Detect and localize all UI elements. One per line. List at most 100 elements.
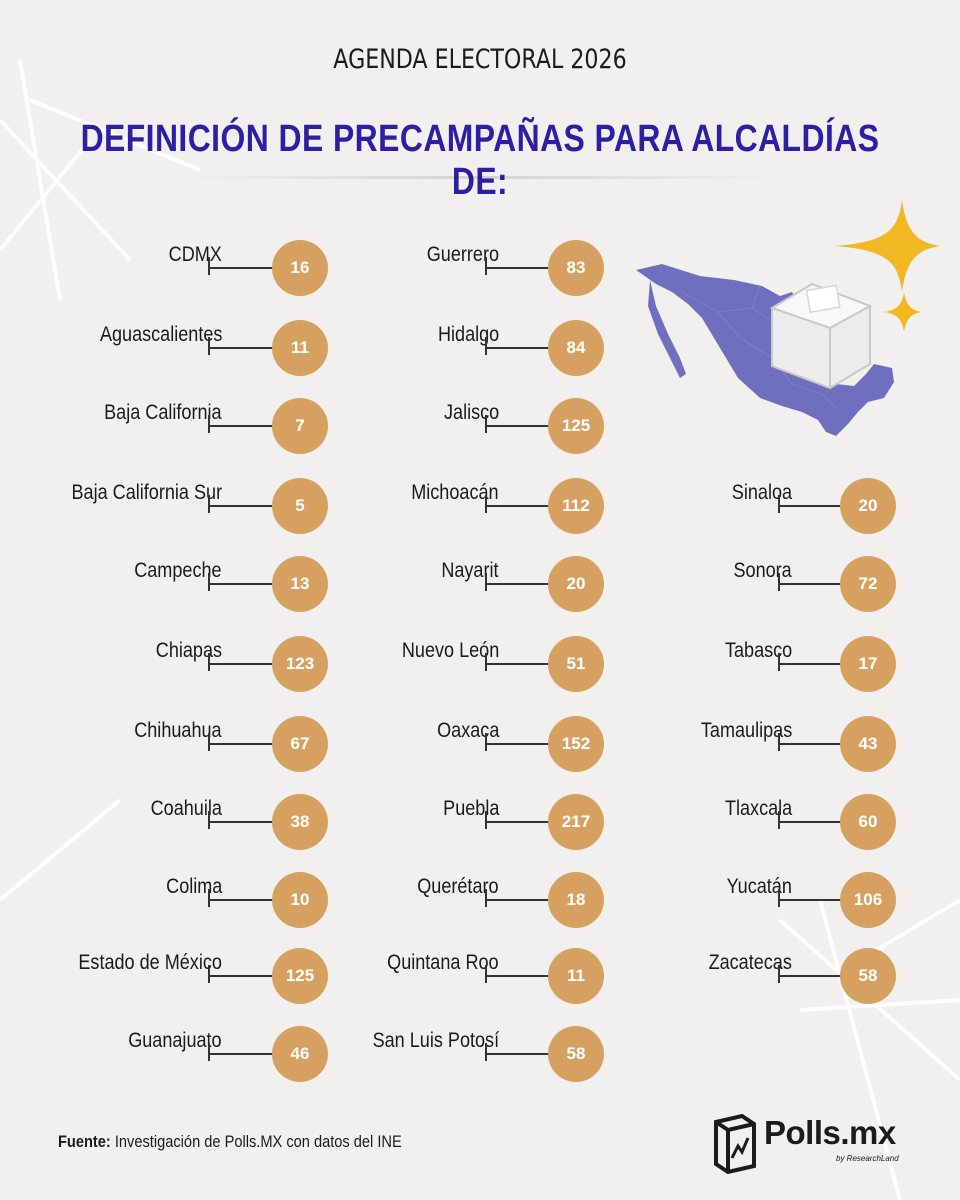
row-connector xyxy=(778,899,842,901)
count-badge: 106 xyxy=(840,872,896,928)
count-badge: 125 xyxy=(548,398,604,454)
page-title: DEFINICIÓN DE PRECAMPAÑAS PARA ALCALDÍAS… xyxy=(80,118,880,203)
count-badge: 217 xyxy=(548,794,604,850)
count-badge: 152 xyxy=(548,716,604,772)
row-tick xyxy=(208,733,210,751)
row-tick xyxy=(208,415,210,433)
row-tick xyxy=(485,733,487,751)
row-connector xyxy=(778,583,842,585)
count-badge: 11 xyxy=(272,320,328,376)
row-connector xyxy=(208,821,274,823)
count-badge: 112 xyxy=(548,478,604,534)
row-connector xyxy=(485,505,551,507)
state-row: Coahuila 38 xyxy=(151,794,328,850)
row-tick xyxy=(208,653,210,671)
row-tick xyxy=(778,653,780,671)
row-connector xyxy=(485,425,551,427)
state-row: Guanajuato 46 xyxy=(129,1026,328,1082)
state-row: Nayarit 20 xyxy=(442,556,605,612)
state-row: Aguascalientes 11 xyxy=(100,320,328,376)
state-row: Michoacán 112 xyxy=(412,478,605,534)
state-row: Sinaloa 20 xyxy=(732,478,898,534)
state-name: Tlaxcala xyxy=(724,797,792,820)
count-badge: 18 xyxy=(548,872,604,928)
row-tick xyxy=(485,653,487,671)
state-name: Guerrero xyxy=(426,243,499,266)
brand-logo: Polls.mx by ResearchLand xyxy=(712,1110,902,1174)
state-name: San Luis Potosí xyxy=(372,1029,499,1052)
state-name: Jalisco xyxy=(443,401,499,424)
title-divider xyxy=(180,176,780,179)
state-name: Nuevo León xyxy=(401,639,499,662)
row-tick xyxy=(208,257,210,275)
state-row: Jalisco 125 xyxy=(444,398,605,454)
state-row: Colima 10 xyxy=(166,872,328,928)
row-tick xyxy=(778,733,780,751)
count-badge: 11 xyxy=(548,948,604,1004)
state-name: Coahuila xyxy=(150,797,222,820)
state-name: Chihuahua xyxy=(134,719,222,742)
row-tick xyxy=(778,495,780,513)
count-badge: 67 xyxy=(272,716,328,772)
state-name: Tabasco xyxy=(724,639,792,662)
state-name: Colima xyxy=(165,875,222,898)
state-row: Zacatecas 58 xyxy=(709,948,898,1004)
state-row: Sonora 72 xyxy=(734,556,898,612)
row-tick xyxy=(208,1043,210,1061)
state-row: Chiapas 123 xyxy=(156,636,328,692)
row-tick xyxy=(208,965,210,983)
count-badge: 20 xyxy=(548,556,604,612)
state-row: Nuevo León 51 xyxy=(402,636,605,692)
state-name: Zacatecas xyxy=(708,951,792,974)
state-row: Baja California 7 xyxy=(105,398,328,454)
row-connector xyxy=(208,663,274,665)
state-row: Baja California Sur 5 xyxy=(71,478,328,534)
state-name: Guanajuato xyxy=(128,1029,222,1052)
row-tick xyxy=(208,811,210,829)
row-tick xyxy=(208,337,210,355)
state-name: Puebla xyxy=(442,797,499,820)
row-tick xyxy=(778,889,780,907)
state-name: Campeche xyxy=(134,559,222,582)
state-name: Baja California xyxy=(104,401,222,424)
row-connector xyxy=(208,267,274,269)
row-tick xyxy=(485,337,487,355)
kicker-heading: AGENDA ELECTORAL 2026 xyxy=(333,44,627,75)
state-name: Querétaro xyxy=(417,875,499,898)
ballot-box-icon xyxy=(769,282,873,390)
row-connector xyxy=(208,505,274,507)
row-connector xyxy=(208,899,274,901)
row-tick xyxy=(485,573,487,591)
count-badge: 38 xyxy=(272,794,328,850)
row-connector xyxy=(485,267,551,269)
count-badge: 46 xyxy=(272,1026,328,1082)
state-row: Yucatán 106 xyxy=(727,872,898,928)
state-name: Sonora xyxy=(733,559,792,582)
state-row: Campeche 13 xyxy=(135,556,328,612)
count-badge: 83 xyxy=(548,240,604,296)
row-tick xyxy=(208,889,210,907)
state-name: Hidalgo xyxy=(437,323,499,346)
row-connector xyxy=(485,899,551,901)
row-connector xyxy=(208,975,274,977)
row-tick xyxy=(208,495,210,513)
state-row: Guerrero 83 xyxy=(427,240,605,296)
count-badge: 123 xyxy=(272,636,328,692)
state-name: Sinaloa xyxy=(731,481,792,504)
source-text: Investigación de Polls.MX con datos del … xyxy=(110,1132,402,1151)
state-row: Tabasco 17 xyxy=(725,636,898,692)
count-badge: 16 xyxy=(272,240,328,296)
count-badge: 84 xyxy=(548,320,604,376)
row-connector xyxy=(778,975,842,977)
count-badge: 17 xyxy=(840,636,896,692)
row-connector xyxy=(485,663,551,665)
state-name: Chiapas xyxy=(155,639,222,662)
brand-name: Polls.mx xyxy=(764,1114,896,1151)
state-name: Nayarit xyxy=(441,559,499,582)
row-tick xyxy=(485,257,487,275)
state-name: CDMX xyxy=(168,243,222,266)
row-connector xyxy=(778,821,842,823)
brand-tagline: by ResearchLand xyxy=(836,1154,899,1163)
state-row: CDMX 16 xyxy=(169,240,328,296)
state-row: Chihuahua 67 xyxy=(135,716,328,772)
